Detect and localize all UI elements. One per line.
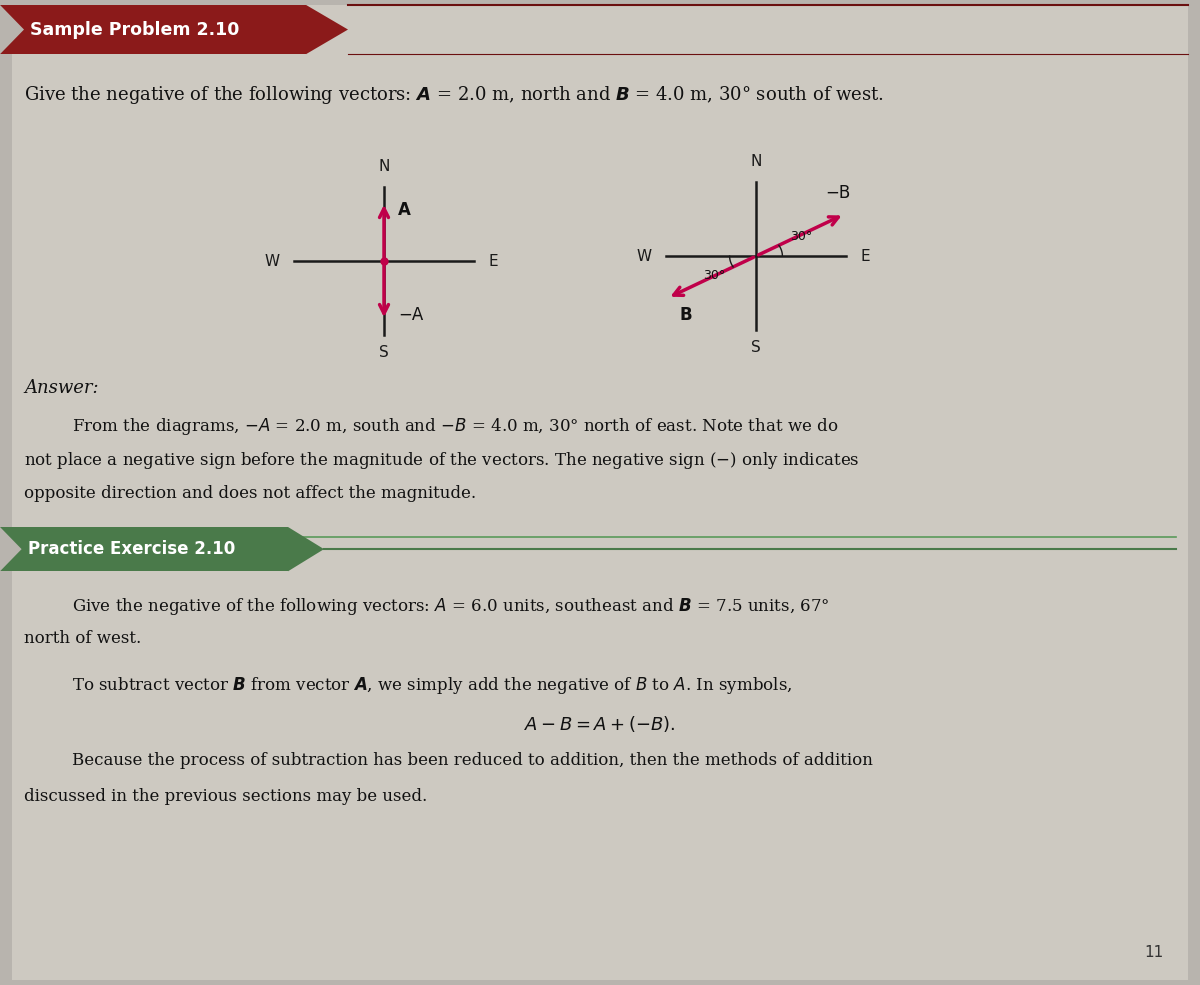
Text: S: S: [379, 345, 389, 360]
Text: not place a negative sign before the magnitude of the vectors. The negative sign: not place a negative sign before the mag…: [24, 450, 859, 471]
FancyBboxPatch shape: [12, 5, 1188, 980]
Text: A: A: [398, 201, 412, 219]
Text: Answer:: Answer:: [24, 379, 98, 397]
Text: To subtract vector $\boldsymbol{B}$ from vector $\boldsymbol{A}$, we simply add : To subtract vector $\boldsymbol{B}$ from…: [72, 675, 792, 695]
Text: S: S: [751, 340, 761, 355]
Text: Give the negative of the following vectors: $\boldsymbol{A}$ = 2.0 m, north and : Give the negative of the following vecto…: [24, 84, 884, 105]
Text: B: B: [679, 305, 692, 324]
Text: N: N: [750, 155, 762, 169]
Text: From the diagrams, $-A$ = 2.0 m, south and $-B$ = 4.0 m, 30° north of east. Note: From the diagrams, $-A$ = 2.0 m, south a…: [72, 416, 839, 436]
Polygon shape: [0, 5, 24, 54]
Polygon shape: [306, 5, 348, 54]
Text: discussed in the previous sections may be used.: discussed in the previous sections may b…: [24, 788, 427, 805]
Text: Practice Exercise 2.10: Practice Exercise 2.10: [28, 540, 235, 558]
Text: Sample Problem 2.10: Sample Problem 2.10: [30, 21, 239, 38]
Text: W: W: [636, 248, 652, 264]
Text: 30°: 30°: [791, 230, 812, 243]
Text: W: W: [264, 253, 280, 269]
Text: −A: −A: [398, 306, 424, 324]
Text: E: E: [860, 248, 870, 264]
Text: −B: −B: [826, 184, 851, 203]
Text: N: N: [378, 160, 390, 174]
Text: E: E: [488, 253, 498, 269]
FancyBboxPatch shape: [0, 527, 288, 571]
Text: opposite direction and does not affect the magnitude.: opposite direction and does not affect t…: [24, 485, 476, 501]
Text: $A - B = A + (-B).$: $A - B = A + (-B).$: [524, 714, 676, 734]
FancyBboxPatch shape: [0, 5, 306, 54]
Text: 30°: 30°: [703, 269, 725, 282]
Text: north of west.: north of west.: [24, 630, 142, 647]
Polygon shape: [0, 527, 22, 571]
Text: 11: 11: [1145, 946, 1164, 960]
Text: Because the process of subtraction has been reduced to addition, then the method: Because the process of subtraction has b…: [72, 752, 872, 768]
Text: Give the negative of the following vectors: $A$ = 6.0 units, southeast and $\bol: Give the negative of the following vecto…: [72, 596, 829, 617]
Polygon shape: [288, 527, 324, 571]
